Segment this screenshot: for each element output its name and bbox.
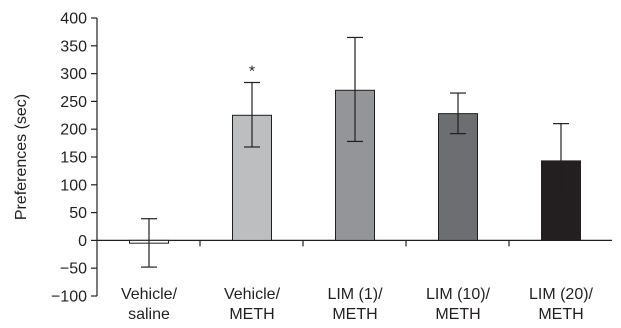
- y-tick-label: 300: [60, 66, 87, 83]
- x-tick-label: LIM (20)/: [529, 286, 594, 303]
- bar: [232, 114, 272, 241]
- x-tick-label: METH: [538, 306, 583, 323]
- y-tick-label: −50: [60, 261, 87, 278]
- y-tick-label: 150: [60, 150, 87, 167]
- significance-marker: *: [249, 63, 255, 80]
- x-tick-label: saline: [128, 306, 170, 323]
- x-tick-label: METH: [435, 306, 480, 323]
- y-tick-label: −100: [51, 289, 87, 306]
- y-tick-label: 250: [60, 94, 87, 111]
- x-tick-label: METH: [332, 306, 377, 323]
- y-tick-label: 350: [60, 38, 87, 55]
- y-tick-label: 0: [78, 233, 87, 250]
- y-tick-label: 400: [60, 11, 87, 28]
- y-axis-title: Preferences (sec): [13, 94, 30, 220]
- x-tick-label: LIM (1)/: [327, 286, 383, 303]
- y-tick-label: 100: [60, 177, 87, 194]
- x-tick-label: LIM (10)/: [426, 286, 491, 303]
- x-tick-label: METH: [229, 306, 274, 323]
- bar: [438, 113, 478, 241]
- x-tick-label: Vehicle/: [121, 286, 178, 303]
- x-tick-label: Vehicle/: [224, 286, 281, 303]
- y-tick-label: 50: [69, 205, 87, 222]
- y-tick-label: 200: [60, 122, 87, 139]
